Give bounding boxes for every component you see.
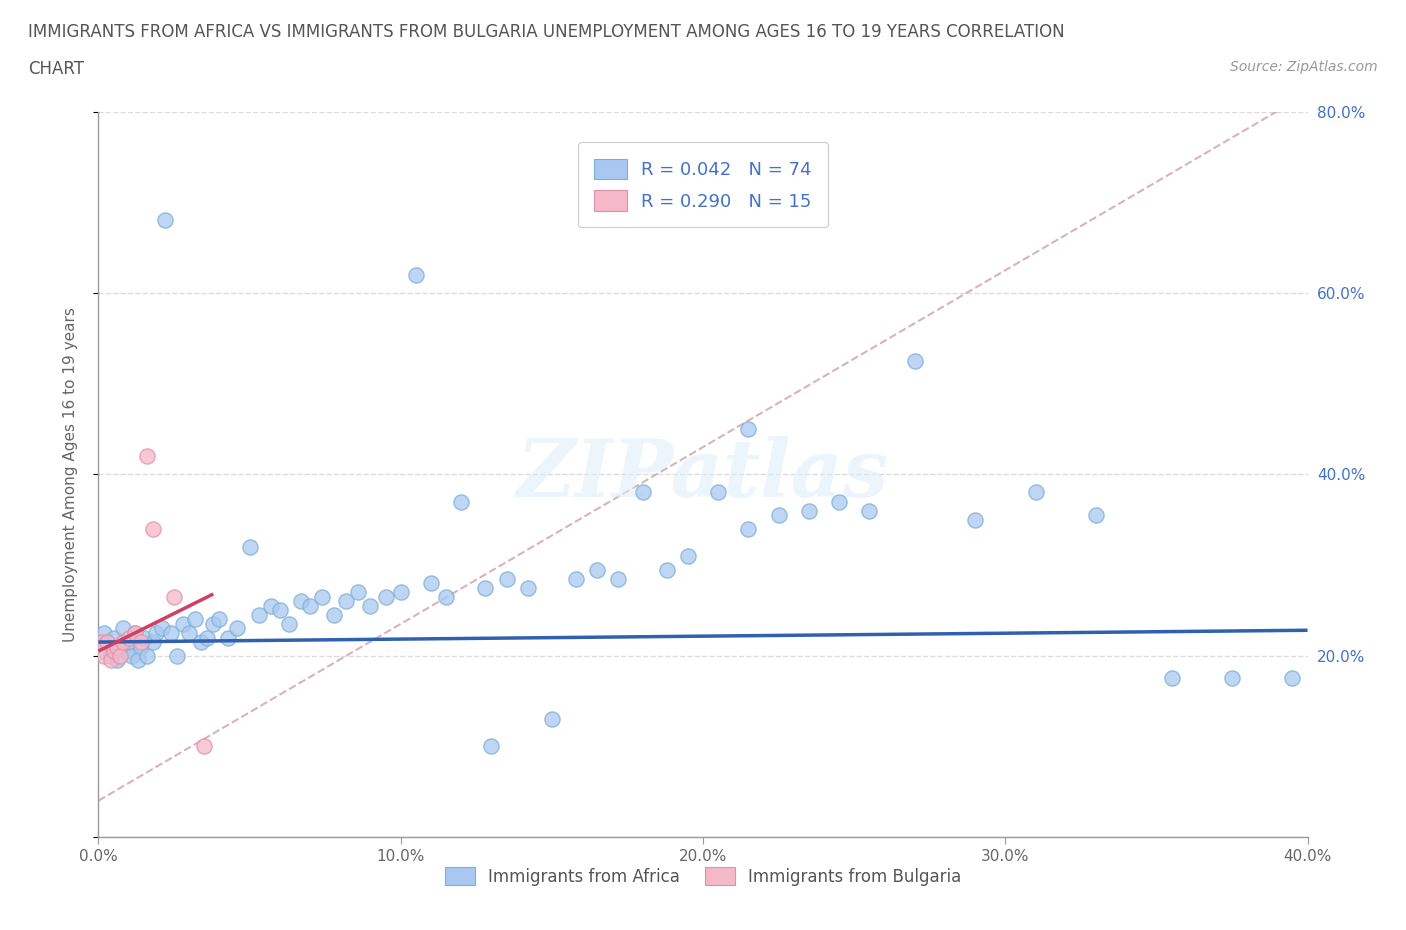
Point: [160, 626, 183, 641]
Point: [108, 648, 131, 663]
Point: [797, 503, 820, 518]
Text: Source: ZipAtlas.com: Source: ZipAtlas.com: [1230, 60, 1378, 74]
Point: [127, 653, 149, 668]
Point: [202, 617, 225, 631]
Point: [768, 508, 790, 523]
Point: [1160, 671, 1182, 685]
Point: [124, 626, 146, 641]
Point: [96, 634, 118, 649]
Point: [405, 268, 427, 283]
Point: [105, 653, 128, 668]
Point: [389, 585, 412, 600]
Point: [103, 644, 125, 658]
Point: [118, 631, 141, 645]
Point: [495, 571, 517, 586]
Point: [707, 485, 730, 500]
Point: [132, 631, 155, 645]
Y-axis label: Unemployment Among Ages 16 to 19 years: Unemployment Among Ages 16 to 19 years: [63, 307, 77, 642]
Point: [904, 353, 927, 368]
Point: [129, 634, 152, 649]
Point: [631, 485, 654, 500]
Point: [374, 590, 396, 604]
Point: [135, 449, 157, 464]
Point: [335, 594, 357, 609]
Point: [226, 621, 249, 636]
Point: [247, 607, 270, 622]
Point: [434, 590, 457, 604]
Point: [114, 644, 136, 658]
Point: [1281, 671, 1303, 685]
Point: [129, 639, 152, 654]
Point: [347, 585, 370, 600]
Point: [516, 580, 538, 595]
Point: [179, 626, 201, 641]
Point: [217, 631, 239, 645]
Point: [737, 521, 759, 536]
Point: [163, 590, 186, 604]
Point: [145, 626, 167, 641]
Point: [105, 639, 128, 654]
Point: [100, 653, 122, 668]
Point: [828, 494, 851, 509]
Point: [474, 580, 496, 595]
Point: [93, 648, 115, 663]
Point: [277, 617, 299, 631]
Point: [135, 648, 157, 663]
Point: [299, 598, 322, 613]
Point: [111, 634, 134, 649]
Point: [90, 634, 112, 649]
Point: [208, 612, 231, 627]
Point: [100, 648, 122, 663]
Point: [93, 626, 115, 641]
Point: [586, 562, 609, 577]
Point: [142, 634, 165, 649]
Point: [540, 711, 562, 726]
Point: [290, 594, 312, 609]
Point: [607, 571, 630, 586]
Point: [858, 503, 880, 518]
Point: [96, 634, 118, 649]
Point: [269, 603, 291, 618]
Point: [150, 621, 173, 636]
Point: [260, 598, 283, 613]
Point: [1220, 671, 1243, 685]
Point: [737, 421, 759, 436]
Point: [108, 639, 131, 654]
Point: [103, 631, 125, 645]
Point: [323, 607, 346, 622]
Point: [676, 549, 699, 564]
Point: [121, 648, 143, 663]
Point: [1085, 508, 1108, 523]
Point: [360, 598, 382, 613]
Point: [565, 571, 588, 586]
Text: CHART: CHART: [28, 60, 84, 78]
Point: [420, 576, 443, 591]
Text: IMMIGRANTS FROM AFRICA VS IMMIGRANTS FROM BULGARIA UNEMPLOYMENT AMONG AGES 16 TO: IMMIGRANTS FROM AFRICA VS IMMIGRANTS FRO…: [28, 23, 1064, 41]
Point: [184, 612, 207, 627]
Point: [124, 626, 146, 641]
Point: [311, 590, 333, 604]
Legend: Immigrants from Africa, Immigrants from Bulgaria: Immigrants from Africa, Immigrants from …: [436, 859, 970, 894]
Point: [166, 648, 188, 663]
Point: [118, 634, 141, 649]
Point: [965, 512, 987, 527]
Point: [172, 617, 194, 631]
Point: [153, 213, 176, 228]
Point: [111, 621, 134, 636]
Point: [450, 494, 472, 509]
Point: [142, 521, 165, 536]
Point: [90, 644, 112, 658]
Point: [193, 738, 215, 753]
Point: [239, 539, 262, 554]
Point: [1024, 485, 1046, 500]
Point: [190, 634, 212, 649]
Point: [195, 631, 218, 645]
Point: [655, 562, 678, 577]
Text: ZIPatlas: ZIPatlas: [517, 435, 889, 513]
Point: [481, 738, 503, 753]
